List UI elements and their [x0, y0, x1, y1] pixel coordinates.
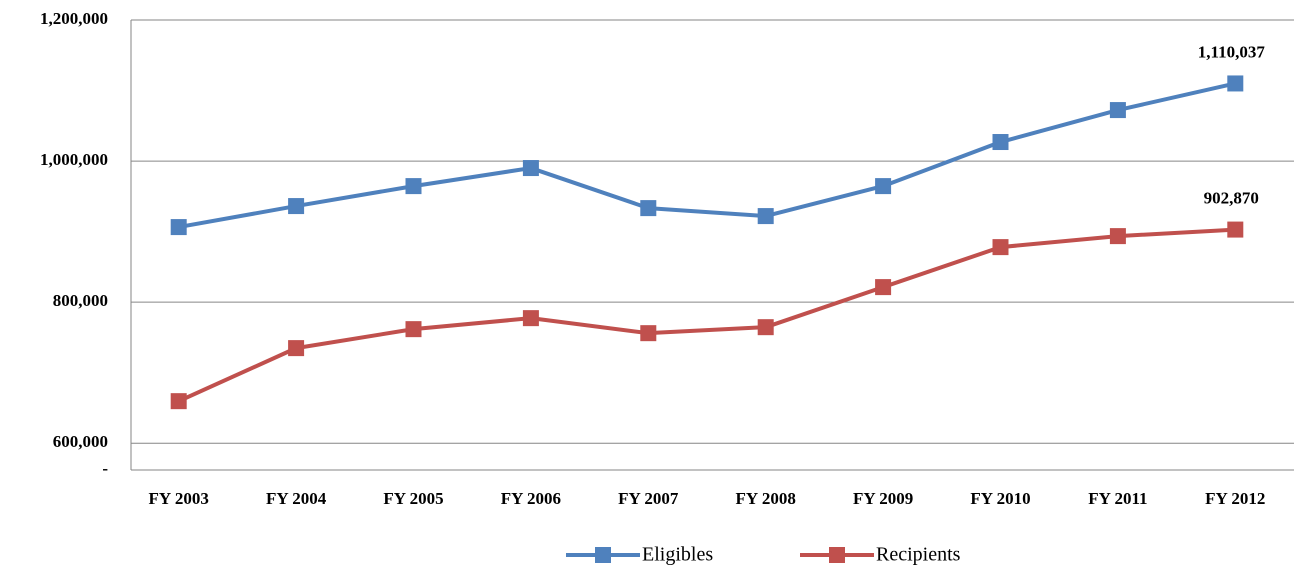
marker — [405, 321, 422, 338]
x-tick-label: FY 2010 — [970, 489, 1030, 508]
x-tick-label: FY 2011 — [1088, 489, 1147, 508]
marker — [170, 219, 187, 236]
marker — [875, 178, 892, 195]
marker — [640, 325, 657, 342]
x-tick-label: FY 2008 — [736, 489, 796, 508]
y-tick-label: - — [102, 459, 108, 478]
legend-marker — [595, 547, 611, 563]
x-tick-label: FY 2005 — [383, 489, 443, 508]
marker — [522, 160, 539, 177]
x-tick-label: FY 2007 — [618, 489, 679, 508]
y-tick-label: 800,000 — [53, 291, 108, 310]
data-label: 902,870 — [1204, 188, 1259, 207]
marker — [992, 134, 1009, 151]
legend-label: Eligibles — [642, 544, 713, 566]
marker — [992, 239, 1009, 256]
x-tick-label: FY 2009 — [853, 489, 913, 508]
marker — [640, 200, 657, 217]
legend-marker — [829, 547, 845, 563]
y-tick-label: 600,000 — [53, 432, 108, 451]
series-line — [178, 81, 1236, 230]
marker — [405, 178, 422, 195]
marker — [757, 319, 774, 336]
data-label: 1,110,037 — [1198, 42, 1266, 61]
x-tick-label: FY 2006 — [501, 489, 561, 508]
marker — [1109, 102, 1126, 119]
marker — [522, 310, 539, 327]
x-tick-label: FY 2004 — [266, 489, 327, 508]
marker — [288, 340, 305, 357]
series-line — [177, 227, 1236, 403]
legend-label: Recipients — [876, 544, 961, 566]
marker — [170, 393, 187, 410]
y-tick-label: 1,000,000 — [40, 150, 108, 169]
marker — [757, 208, 774, 225]
marker — [288, 198, 305, 215]
y-tick-label: 1,200,000 — [40, 9, 108, 28]
marker — [1109, 228, 1126, 245]
marker — [1227, 221, 1244, 238]
x-tick-label: FY 2003 — [149, 489, 209, 508]
x-tick-label: FY 2012 — [1205, 489, 1265, 508]
marker — [875, 279, 892, 296]
marker — [1227, 75, 1244, 92]
